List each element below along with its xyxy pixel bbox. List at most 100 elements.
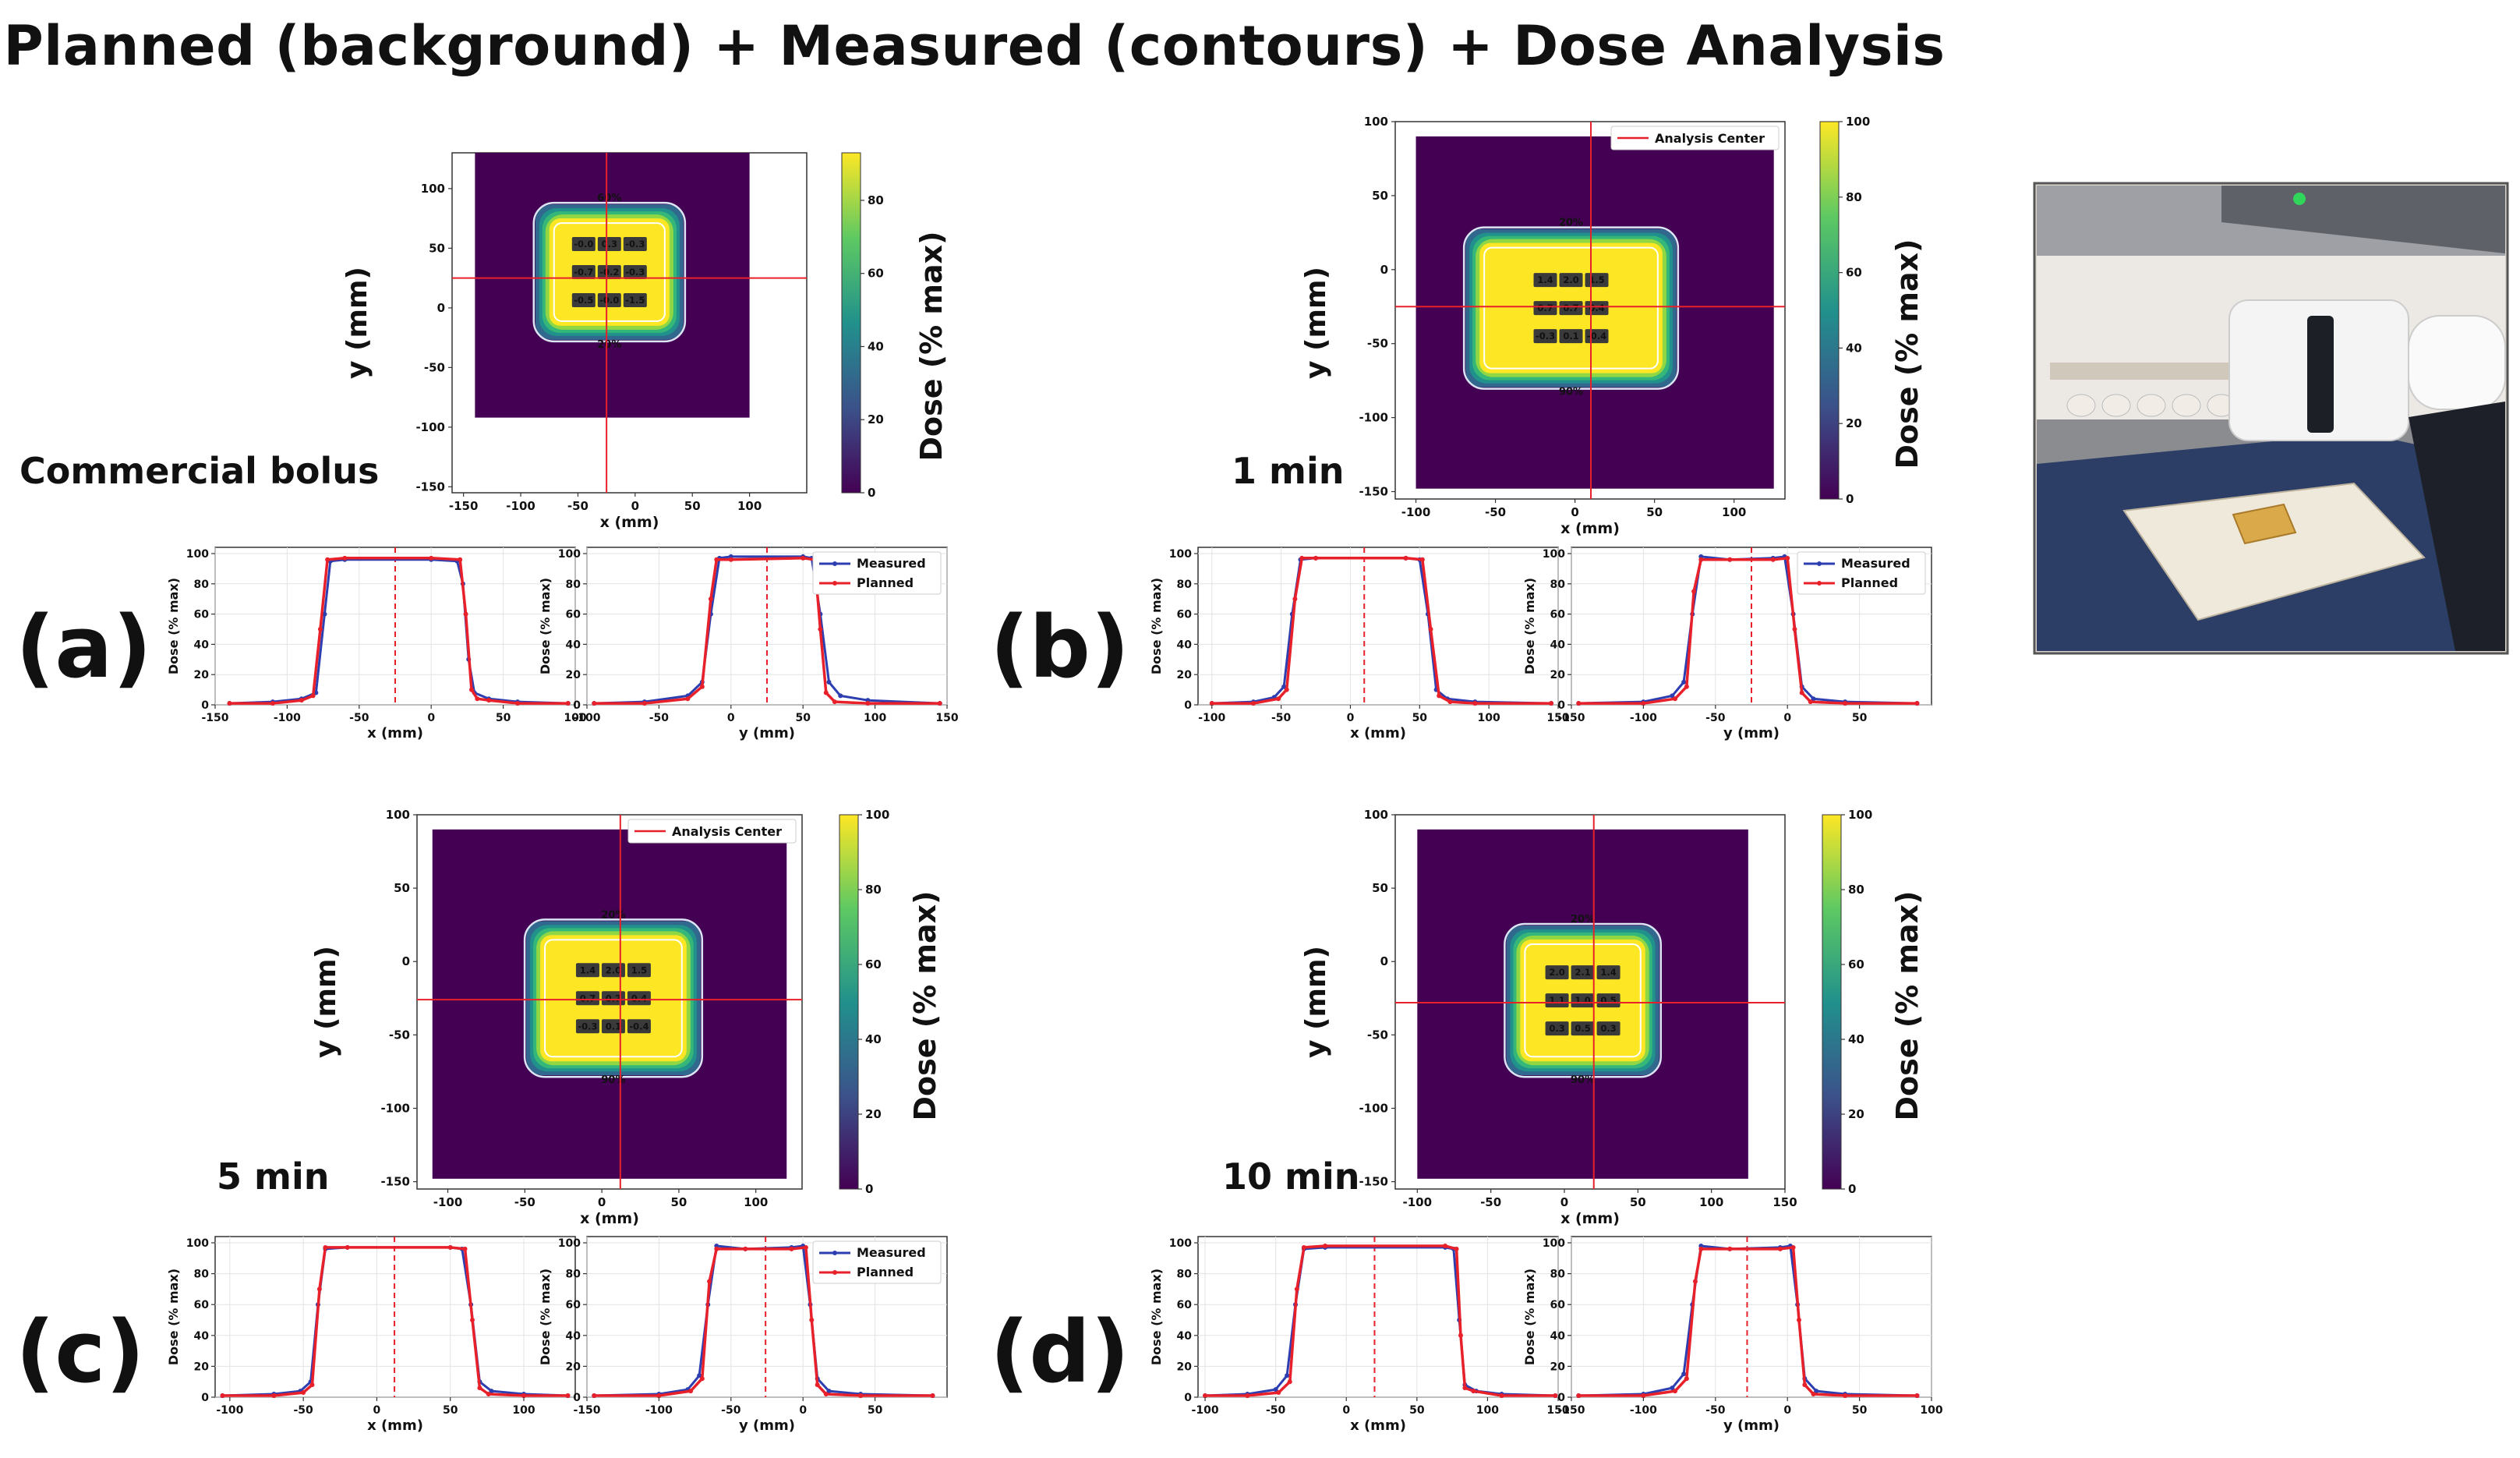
y-tick-label: 20	[1177, 669, 1193, 681]
grid-cell	[1533, 301, 1557, 316]
grid-cell	[601, 963, 625, 978]
y-tick-label: 100	[421, 182, 445, 196]
y-axis-label: Dose (% max)	[166, 1269, 181, 1365]
contour-label: 20%	[1559, 218, 1583, 229]
y-tick-label: 0	[573, 699, 581, 712]
panel-label: (d)	[990, 1302, 1129, 1402]
data-point	[316, 1286, 322, 1292]
data-point	[463, 611, 468, 617]
x-tick-label: 100	[564, 712, 586, 724]
y-tick-label: 0	[1380, 263, 1388, 277]
colorbar-tick-label: 60	[868, 267, 884, 281]
grid-value: 0.4	[1589, 303, 1604, 313]
data-point	[1670, 1385, 1675, 1391]
panel-label: (b)	[990, 597, 1129, 697]
x-tick-label: -50	[567, 499, 588, 513]
grid-cell	[1571, 993, 1595, 1008]
y-axis-label: Dose (% max)	[1149, 1269, 1164, 1365]
x-tick-label: 50	[1646, 505, 1663, 519]
x-tick-label: 100	[1478, 712, 1500, 724]
x-tick-label: -100	[645, 1404, 673, 1417]
colorbar-tick-label: 0	[1848, 1182, 1856, 1196]
x-tick-label: -50	[1705, 712, 1726, 724]
data-point	[1273, 1387, 1278, 1393]
contour-90	[1524, 943, 1642, 1058]
y-tick-label: 100	[1364, 115, 1388, 129]
panel-label: (a)	[16, 597, 152, 697]
grid-value: -0.0	[574, 239, 593, 249]
y-tick-label: 40	[566, 1330, 581, 1343]
y-tick-label: 40	[1550, 1330, 1566, 1343]
y-tick-label: 100	[1169, 548, 1192, 561]
legend-planned-marker	[832, 581, 837, 586]
data-point	[937, 701, 942, 706]
y-tick-label: 100	[186, 548, 209, 561]
y-tick-label: 80	[1550, 579, 1566, 591]
y-tick-label: 0	[573, 1392, 581, 1404]
grid-value: 0.1	[1563, 331, 1578, 341]
data-point	[489, 1389, 494, 1394]
grid-value: -0.3	[1536, 331, 1555, 341]
x-tick-label: -50	[1705, 1404, 1726, 1417]
y-tick-label: 20	[1550, 1361, 1566, 1373]
colorbar-tick-label: 0	[868, 486, 875, 500]
x-tick-label: 100	[1699, 1195, 1723, 1209]
y-tick-label: 0	[1557, 699, 1565, 712]
grid-cell	[1571, 1021, 1595, 1036]
grid-value: -1.5	[625, 295, 645, 306]
x-tick-label: -50	[1485, 505, 1506, 519]
data-point	[707, 1279, 712, 1284]
x-tick-label: 150	[1546, 1404, 1569, 1417]
grid-value: 0.7	[606, 993, 621, 1003]
legend-planned-marker	[1817, 581, 1822, 586]
x-tick-label: -150	[201, 712, 228, 724]
data-point	[309, 1382, 315, 1388]
y-tick-label: 100	[558, 548, 581, 561]
data-point	[486, 698, 492, 703]
contour-20	[1462, 226, 1680, 390]
profile-plot-y: -100 -50 0 50 100 150 0 20 40 60 80 100 y (mm) Dose (…	[538, 547, 959, 741]
data-point	[1499, 1393, 1504, 1399]
y-tick-label: 50	[1372, 189, 1388, 203]
data-point	[1684, 684, 1689, 689]
data-point	[1301, 1244, 1306, 1250]
y-tick-label: -50	[424, 360, 445, 374]
contour-label: 60%	[597, 193, 621, 204]
x-tick-label: 50	[1412, 712, 1428, 724]
x-tick-label: -100	[1630, 712, 1657, 724]
panel-c: 5 min(c)20%90%1.4 2.0 1.50.7 0.7 0.4-0.3 0.1-…	[16, 808, 948, 1434]
gantry-arm	[2408, 315, 2506, 410]
analysis-legend-box	[1610, 126, 1780, 150]
contour-20	[1504, 922, 1663, 1078]
data-point	[1808, 699, 1813, 705]
grid-cell	[1596, 965, 1621, 980]
data-point	[592, 1393, 597, 1399]
x-axis-label: x (mm)	[1560, 1210, 1620, 1227]
x-tick-label: 100	[744, 1195, 768, 1209]
x-tick-label: 0	[1347, 712, 1355, 724]
data-point	[323, 1244, 328, 1250]
x-tick-label: -50	[1266, 1404, 1286, 1417]
data-point	[592, 701, 597, 706]
data-point	[220, 1393, 225, 1399]
legend-measured-marker	[832, 561, 837, 566]
data-point	[486, 1392, 491, 1397]
colorbar-tick-label: 100	[1848, 808, 1872, 822]
phantom-slab	[2122, 482, 2426, 621]
data-point	[447, 1244, 453, 1250]
condition-label: 10 min	[1222, 1155, 1359, 1198]
data-point	[714, 557, 719, 562]
data-point	[1811, 1392, 1816, 1397]
y-axis-label: Dose (% max)	[538, 578, 553, 674]
colorbar-tick-label: 80	[1848, 883, 1864, 897]
x-tick-label: -50	[649, 712, 670, 724]
data-point	[1799, 690, 1804, 695]
y-tick-label: 60	[194, 609, 210, 621]
y-tick-label: 0	[1557, 1392, 1565, 1404]
grid-cell	[575, 963, 599, 978]
grid-cell	[1533, 273, 1557, 288]
x-axis-label: x (mm)	[1560, 520, 1620, 537]
grid-cell	[1545, 965, 1569, 980]
data-point	[1670, 693, 1675, 699]
